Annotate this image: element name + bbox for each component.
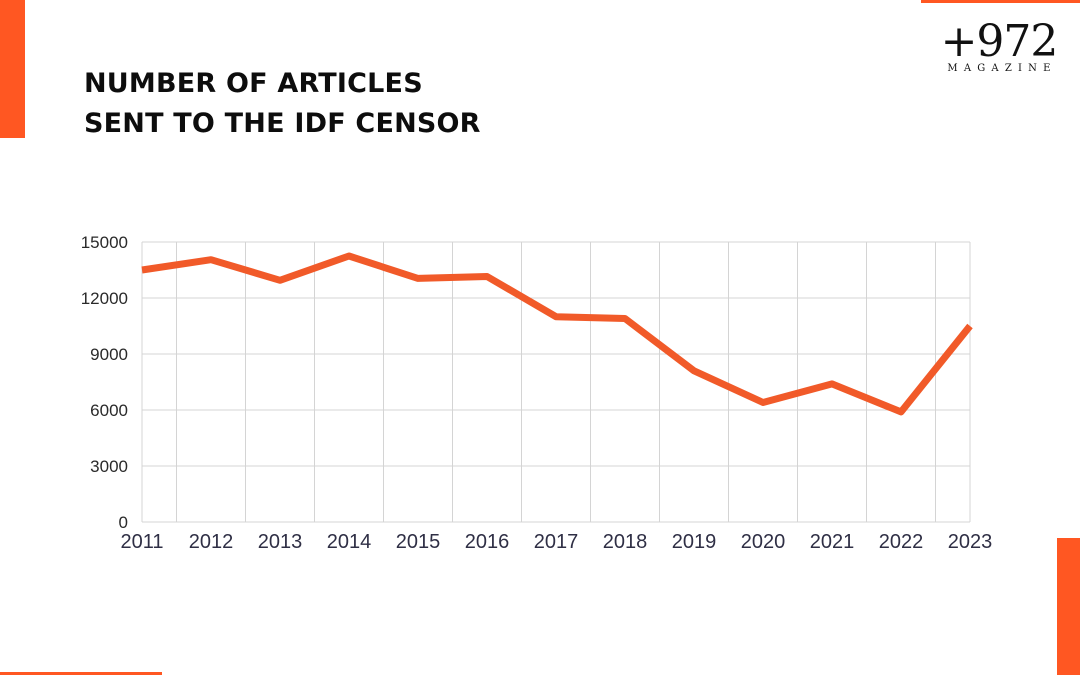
logo-mark: +972 (940, 16, 1059, 67)
x-tick-label: 2022 (879, 531, 924, 553)
y-tick-label: 3000 (90, 457, 128, 476)
accent-line-bottom (0, 672, 162, 675)
x-tick-label: 2019 (672, 531, 717, 553)
y-tick-label: 0 (119, 513, 128, 532)
x-tick-label: 2020 (741, 531, 786, 553)
x-tick-label: 2013 (258, 531, 303, 553)
x-tick-label: 2015 (396, 531, 441, 553)
x-tick-label: 2011 (120, 531, 163, 553)
chart-title: NUMBER OF ARTICLES SENT TO THE IDF CENSO… (84, 64, 481, 144)
x-tick-label: 2023 (948, 531, 993, 553)
chart-title-line-2: SENT TO THE IDF CENSOR (84, 108, 481, 139)
logo-subtitle: MAGAZINE (947, 63, 1057, 74)
x-tick-label: 2021 (810, 531, 855, 553)
x-tick-label: 2012 (189, 531, 234, 553)
accent-bar-right (1057, 538, 1080, 675)
brand-logo: +972 MAGAZINE (936, 18, 1062, 74)
x-tick-label: 2014 (327, 531, 372, 553)
y-tick-label: 6000 (90, 401, 128, 420)
x-tick-label: 2016 (465, 531, 510, 553)
x-tick-label: 2018 (603, 531, 648, 553)
accent-bar-left (0, 0, 25, 138)
y-tick-label: 12000 (81, 289, 128, 308)
chart-series (141, 252, 973, 416)
x-tick-label: 2017 (534, 531, 579, 553)
y-tick-label: 15000 (81, 233, 128, 252)
chart-grid (141, 241, 971, 523)
y-axis-ticks: 0 3000 6000 9000 12000 15000 (81, 233, 128, 532)
y-tick-label: 9000 (90, 345, 128, 364)
x-axis-ticks: 2011 2012 2013 2014 2015 2016 2017 2018 2019 2020… (120, 531, 992, 553)
series-line (141, 252, 973, 416)
chart-title-line-1: NUMBER OF ARTICLES (84, 68, 423, 99)
accent-line-top (921, 0, 1080, 3)
